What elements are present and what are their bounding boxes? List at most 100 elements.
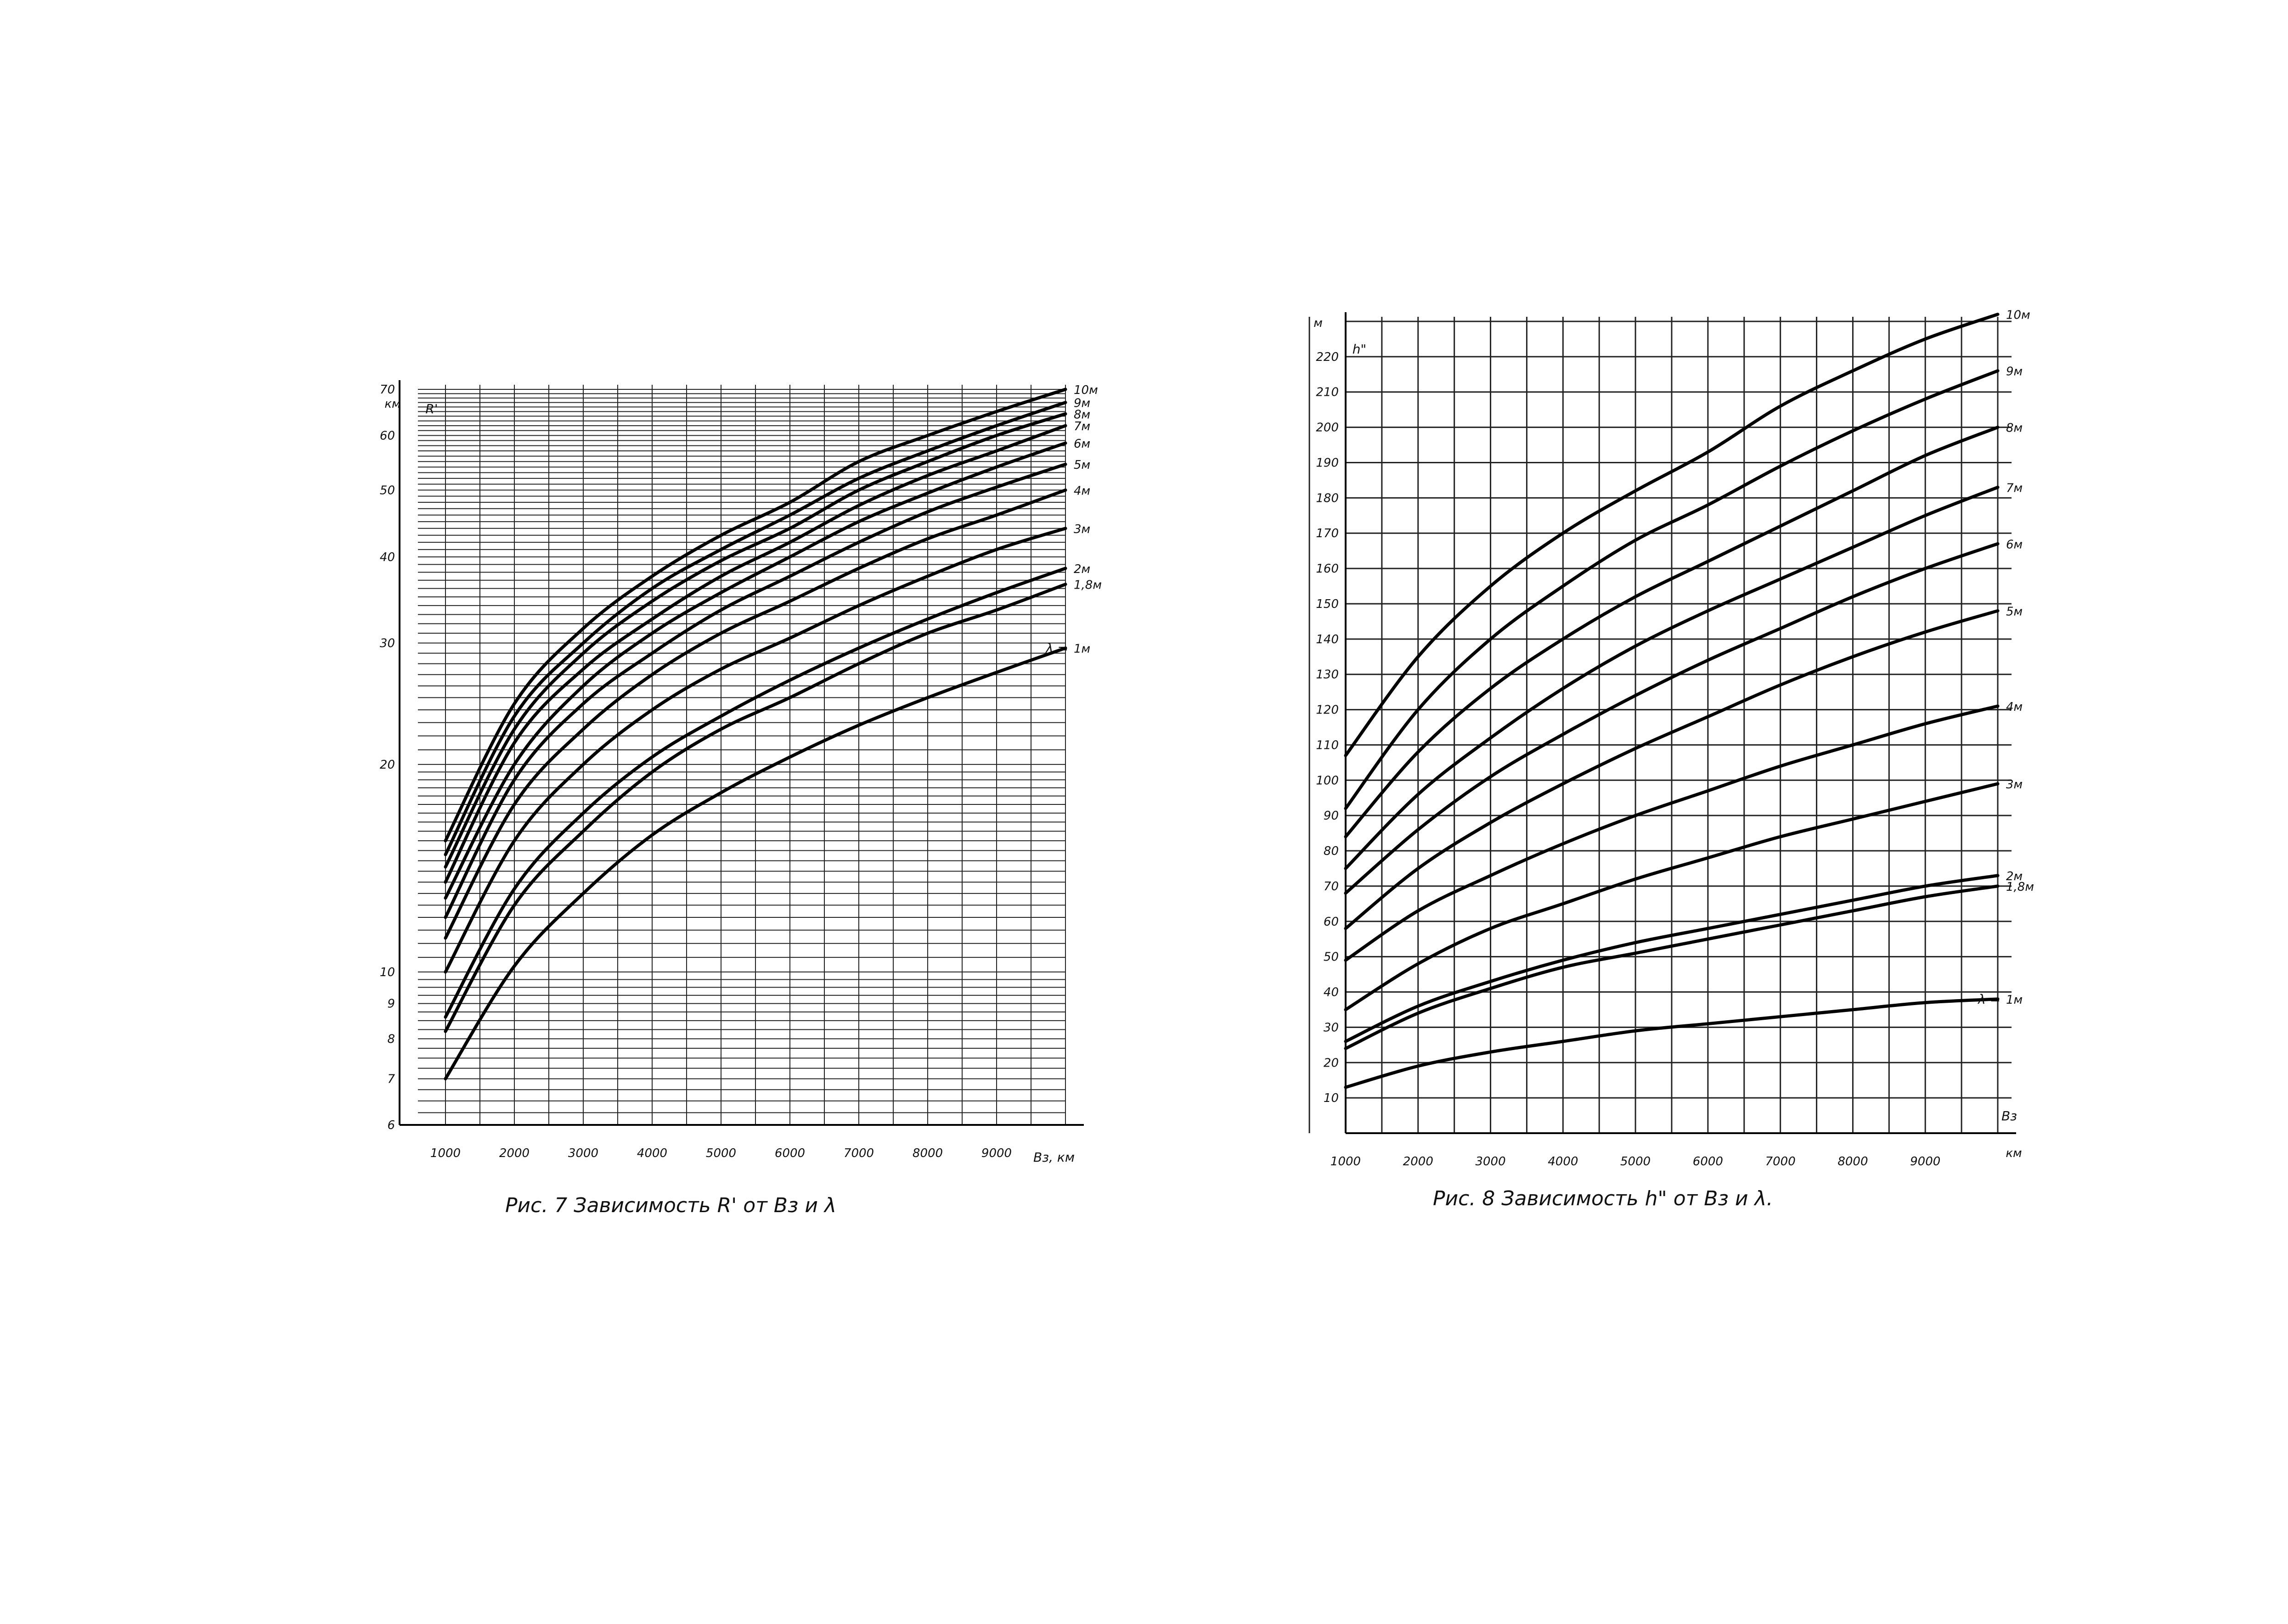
- y-tick-label: 220: [1316, 350, 1339, 364]
- series-label: 1,8м: [1074, 579, 1102, 592]
- y-tick-label: 40: [1324, 986, 1339, 1000]
- series-line-10м: [444, 388, 1067, 843]
- series-label: 8м: [2006, 421, 2023, 435]
- series-group: [444, 388, 1067, 1080]
- y-tick-label: 9: [387, 997, 395, 1011]
- series-label: 1м: [1074, 642, 1090, 656]
- y-tick-label: 130: [1316, 668, 1339, 682]
- y-tick-label: 110: [1316, 738, 1339, 752]
- x-axis-label: Вз: [2001, 1108, 2017, 1124]
- series-line-9м: [444, 401, 1067, 856]
- y-tick-label: 140: [1316, 633, 1339, 646]
- y-axis-unit: м: [1313, 316, 1323, 330]
- series-line-4м: [444, 488, 1067, 940]
- series-label: 9м: [2006, 365, 2023, 379]
- series-label: 6м: [1074, 437, 1090, 451]
- series-line-6м: [444, 441, 1067, 900]
- x-tick-label: 5000: [706, 1146, 736, 1160]
- y-tick-label: 60: [380, 429, 395, 443]
- y-tick-label: 10: [1324, 1091, 1339, 1105]
- series-line-5м: [1344, 609, 2000, 930]
- y-tick-label: 90: [1324, 809, 1339, 823]
- y-tick-label: 30: [1324, 1021, 1339, 1034]
- x-tick-label: 6000: [775, 1146, 805, 1160]
- x-tick-label: 3000: [568, 1146, 598, 1160]
- y-axis-label: R': [425, 401, 438, 416]
- series-line-10м: [1344, 313, 2000, 757]
- x-tick-label: 7000: [844, 1146, 874, 1160]
- y-tick-label: 10: [380, 966, 395, 979]
- x-tick-label: 9000: [981, 1146, 1012, 1160]
- x-tick-label: 2000: [1403, 1155, 1433, 1169]
- series-label: 10м: [2006, 309, 2030, 322]
- y-tick-label: 120: [1316, 703, 1339, 717]
- x-tick-label: 5000: [1620, 1155, 1651, 1169]
- series-line-8м: [1344, 426, 2000, 838]
- y-tick-label: 190: [1316, 456, 1339, 470]
- series-line-1м: [1344, 997, 2000, 1089]
- series-label: 2м: [2006, 870, 2023, 883]
- x-tick-label: 4000: [1548, 1155, 1578, 1169]
- figure-caption: Рис. 8 Зависимость h" от Вз и λ.: [1433, 1187, 1773, 1210]
- series-line-9м: [1344, 369, 2000, 810]
- series-line-1,8м: [1344, 884, 2000, 1050]
- series-line-7м: [444, 424, 1067, 884]
- series-label: 5м: [1074, 458, 1090, 472]
- x-tick-label: 1000: [1330, 1155, 1361, 1169]
- y-tick-label: 40: [380, 551, 395, 564]
- series-label: 2м: [1074, 562, 1090, 576]
- y-tick-label: 70: [380, 383, 395, 397]
- y-tick-label: 160: [1316, 562, 1339, 576]
- x-tick-label: 9000: [1910, 1155, 1940, 1169]
- y-axis-label: h": [1353, 342, 1367, 357]
- lambda-prefix: λ =: [1045, 641, 1068, 656]
- x-axis-unit: км: [2006, 1146, 2022, 1160]
- x-tick-label: 1000: [430, 1146, 461, 1160]
- series-label: 5м: [2006, 605, 2023, 618]
- series-line-4м: [1344, 704, 2000, 962]
- y-tick-label: 60: [1324, 915, 1339, 929]
- y-tick-label: 8: [387, 1032, 395, 1046]
- x-tick-label: 6000: [1693, 1155, 1723, 1169]
- x-tick-label: 8000: [1837, 1155, 1868, 1169]
- x-tick-label: 3000: [1475, 1155, 1505, 1169]
- series-label: 4м: [1074, 484, 1090, 498]
- chart-fig8: 1000 2000 3000 4000 5000 6000 7000 8000 9000 10 20…: [1308, 309, 2034, 1210]
- series-label: 1м: [2006, 993, 2023, 1007]
- series-line-7м: [1344, 485, 2000, 870]
- x-tick-label: 8000: [913, 1146, 943, 1160]
- series-label: 7м: [2006, 481, 2023, 495]
- series-line-3м: [444, 527, 1067, 974]
- series-line-3м: [1344, 782, 2000, 1011]
- series-line-8м: [444, 412, 1067, 869]
- series-label: 3м: [1074, 523, 1090, 536]
- series-line-2м: [1344, 874, 2000, 1043]
- y-tick-label: 70: [1324, 880, 1339, 893]
- series-label: 8м: [1074, 408, 1090, 421]
- series-group: [1344, 313, 2000, 1089]
- y-tick-label: 6: [387, 1118, 395, 1132]
- lambda-prefix: λ =: [1977, 992, 2001, 1007]
- series-line-5м: [444, 462, 1067, 919]
- series-line-6м: [1344, 542, 2000, 895]
- y-tick-label: 20: [380, 758, 395, 772]
- figure-caption: Рис. 7 Зависимость R' от Вз и λ: [505, 1194, 836, 1217]
- series-label: 9м: [1074, 397, 1090, 410]
- series-line-1м: [444, 646, 1067, 1080]
- y-tick-label: 180: [1316, 491, 1339, 505]
- y-tick-label: 150: [1316, 597, 1339, 611]
- grid: [418, 385, 1066, 1125]
- y-tick-label: 100: [1316, 774, 1339, 787]
- series-label: 10м: [1074, 383, 1098, 397]
- x-tick-label: 2000: [499, 1146, 530, 1160]
- y-tick-label: 20: [1324, 1056, 1339, 1070]
- x-tick-label: 4000: [637, 1146, 667, 1160]
- y-tick-label: 210: [1316, 386, 1339, 399]
- x-axis-label: Вз, км: [1033, 1150, 1075, 1165]
- y-tick-label: 200: [1316, 421, 1339, 435]
- y-tick-label: 50: [380, 483, 395, 497]
- chart-fig7: 1000 2000 3000 4000 5000 6000 7000 8000 9000 6 7 8 9…: [380, 380, 1102, 1217]
- series-label: 7м: [1074, 420, 1090, 433]
- series-label: 3м: [2006, 778, 2023, 792]
